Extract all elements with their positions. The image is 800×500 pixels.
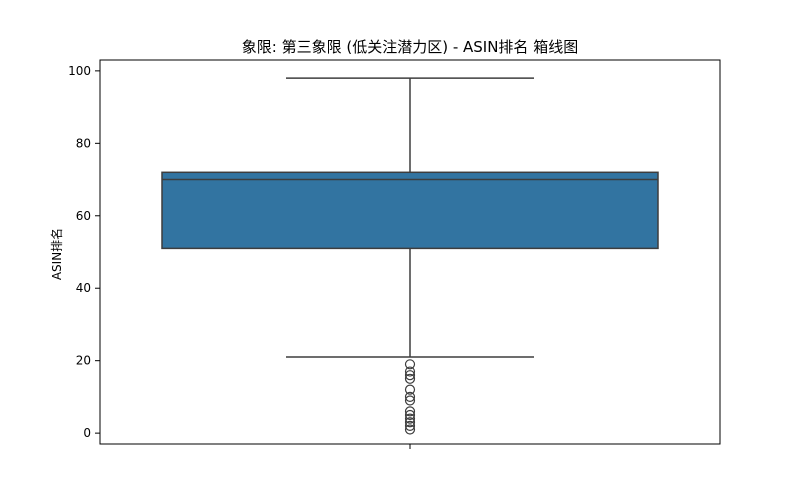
outlier-point — [404, 424, 416, 435]
outlier-point — [404, 370, 416, 381]
outlier-point — [404, 406, 416, 417]
outlier-point — [404, 413, 416, 424]
outlier-point — [404, 420, 416, 431]
box-group — [161, 77, 659, 435]
outlier-point — [404, 373, 416, 384]
y-tick-label: 60 — [76, 209, 91, 223]
y-axis: 0 20 40 60 80 100 — [68, 64, 100, 440]
outlier-point — [404, 395, 416, 406]
y-tick-label: 0 — [83, 426, 91, 440]
outlier-point — [404, 384, 416, 395]
y-tick-label: 80 — [76, 136, 91, 150]
iqr-box — [161, 171, 659, 250]
outlier-point — [404, 359, 416, 370]
outlier-point — [404, 409, 416, 421]
y-tick-label: 100 — [68, 64, 91, 78]
chart-title: 象限: 第三象限 (低关注潜力区) - ASIN排名 箱线图 — [242, 38, 578, 56]
outlier-point — [404, 417, 416, 428]
y-tick-label: 40 — [76, 281, 91, 295]
outlier-point — [404, 366, 416, 377]
y-axis-label: ASIN排名 — [49, 228, 64, 280]
outlier-point — [404, 391, 416, 403]
y-tick-label: 20 — [76, 354, 91, 368]
